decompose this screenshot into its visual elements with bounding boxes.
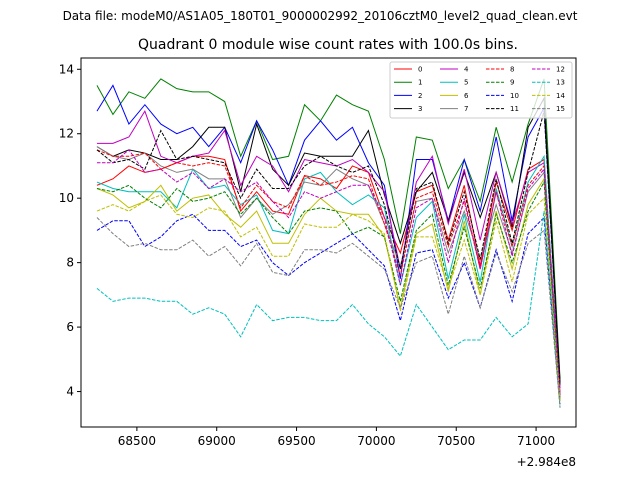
legend-label-12: 12 <box>556 66 565 74</box>
y-tick-label: 12 <box>59 127 74 141</box>
series-line-14 <box>96 194 561 402</box>
series-line-11 <box>96 111 561 386</box>
chart-title: Quadrant 0 module wise count rates with … <box>138 37 518 53</box>
legend-label-4: 4 <box>464 66 469 74</box>
series-line-7 <box>96 146 561 399</box>
y-tick-label: 8 <box>66 256 74 270</box>
legend-label-6: 6 <box>464 92 469 100</box>
legend-label-11: 11 <box>510 105 519 113</box>
series-line-13 <box>96 211 561 408</box>
x-offset-label: +2.984e8 <box>517 455 576 469</box>
x-tick-label: 69500 <box>277 434 315 448</box>
series-line-3 <box>96 96 561 382</box>
series-line-15 <box>96 217 561 408</box>
legend-label-2: 2 <box>418 92 422 100</box>
legend-label-15: 15 <box>556 105 565 113</box>
legend-label-1: 1 <box>418 79 422 87</box>
legend-label-5: 5 <box>464 79 468 87</box>
legend-box <box>389 61 573 119</box>
series-layer <box>96 78 561 408</box>
legend-label-13: 13 <box>556 79 565 87</box>
y-tick-label: 6 <box>66 320 74 334</box>
legend-label-3: 3 <box>418 105 422 113</box>
axes-frame <box>80 57 577 428</box>
y-tick-label: 14 <box>59 62 74 76</box>
x-tick-label: 71000 <box>517 434 555 448</box>
legend-label-0: 0 <box>418 66 422 74</box>
series-line-5 <box>96 154 561 399</box>
y-tick-label: 10 <box>59 191 74 205</box>
series-line-9 <box>96 180 561 402</box>
series-line-12 <box>96 149 561 395</box>
legend-label-14: 14 <box>556 92 565 100</box>
x-tick-label: 69000 <box>198 434 236 448</box>
legend-label-8: 8 <box>510 66 514 74</box>
legend-label-9: 9 <box>510 79 514 87</box>
series-line-4 <box>96 110 561 389</box>
legend-label-7: 7 <box>464 105 468 113</box>
legend-label-10: 10 <box>510 92 519 100</box>
axes-layer: 68500 69000 69500 70000 70500 71000 +2.984e8 4 6… <box>59 57 577 469</box>
x-tick-label: 70500 <box>437 434 475 448</box>
x-tick-label: 68500 <box>118 434 156 448</box>
series-line-1 <box>96 78 561 379</box>
data-file-header: Data file: modeM0/AS1A05_180T01_90000029… <box>63 9 578 23</box>
series-line-2 <box>96 84 561 386</box>
x-tick-label: 70000 <box>357 434 395 448</box>
y-tick-label: 4 <box>66 385 74 399</box>
